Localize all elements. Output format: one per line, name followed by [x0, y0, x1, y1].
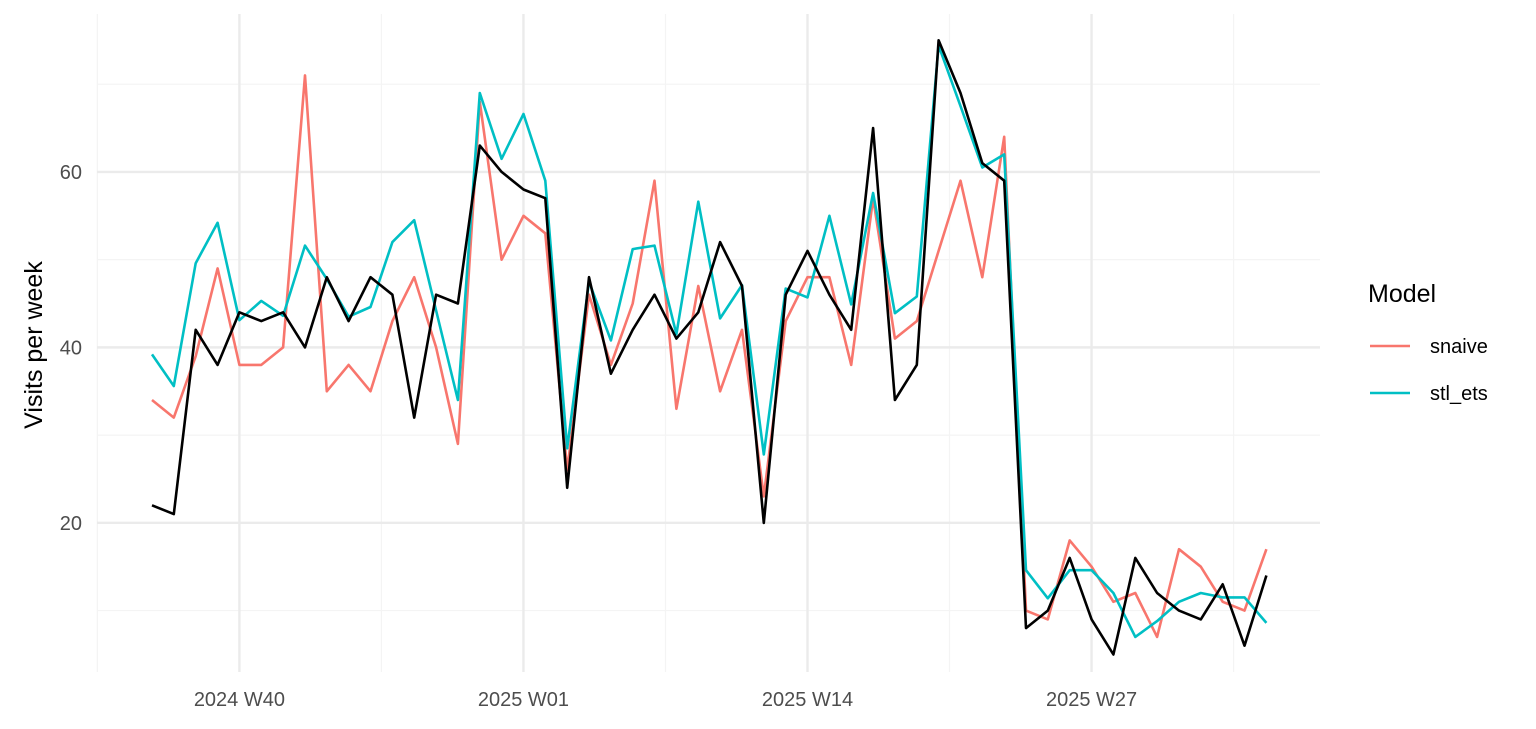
- legend-label-stl-ets: stl_ets: [1430, 383, 1488, 405]
- y-tick-label: 20: [60, 513, 82, 535]
- x-tick-label: 2025 W01: [478, 689, 569, 711]
- series-line-actual: [151, 38, 1268, 656]
- major-gridlines: [97, 14, 1320, 672]
- legend-title: Model: [1368, 280, 1436, 308]
- legend-entries: snaive stl_ets: [1370, 336, 1488, 405]
- x-tick-label: 2024 W40: [194, 689, 285, 711]
- x-tick-label: 2025 W27: [1046, 689, 1137, 711]
- legend: Model snaive stl_ets: [1368, 280, 1488, 405]
- series-line-snaive: [151, 74, 1268, 639]
- y-axis-title: Visits per week: [20, 261, 48, 429]
- x-tick-label: 2025 W14: [762, 689, 853, 711]
- y-tick-label: 60: [60, 162, 82, 184]
- y-axis-tick-labels: 20 40 60: [60, 162, 82, 535]
- legend-label-snaive: snaive: [1430, 336, 1488, 358]
- x-axis-tick-labels: 2024 W40 2025 W01 2025 W14 2025 W27: [194, 689, 1137, 711]
- minor-gridlines: [96, 14, 1320, 672]
- y-tick-label: 40: [60, 337, 82, 359]
- series-lines: [150, 38, 1268, 656]
